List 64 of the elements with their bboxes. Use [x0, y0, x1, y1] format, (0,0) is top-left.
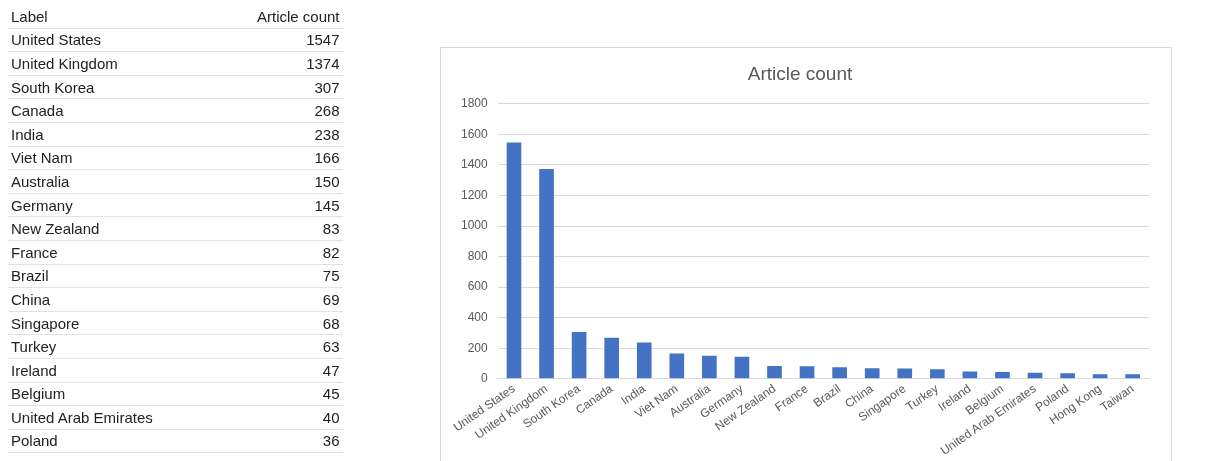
text: 268 — [254, 98, 343, 123]
text: 145 — [254, 193, 343, 217]
bar — [767, 366, 782, 379]
y-tick-label: 1400 — [460, 157, 489, 172]
bar — [636, 342, 652, 379]
text: South Korea — [8, 75, 254, 99]
y-tick-label: 800 — [467, 248, 489, 263]
text: 82 — [254, 240, 343, 265]
text: Canada — [8, 98, 254, 123]
text: Brazil — [8, 264, 254, 288]
y-tick-label: 200 — [467, 340, 489, 355]
bar — [604, 337, 619, 379]
text: Turkey — [8, 334, 254, 359]
y-tick-label: 400 — [467, 309, 489, 324]
text: 68 — [254, 311, 343, 335]
text: Article count — [254, 5, 343, 29]
text: 1374 — [254, 51, 343, 76]
bar — [864, 368, 880, 379]
text: Label — [8, 5, 254, 29]
text: Australia — [8, 169, 254, 194]
text: 307 — [254, 75, 343, 99]
bar — [506, 142, 522, 379]
text: 1547 — [254, 28, 343, 52]
text: 47 — [254, 358, 343, 382]
text: 238 — [254, 122, 343, 147]
text: 83 — [254, 216, 343, 241]
bar — [832, 367, 847, 379]
text: Germany — [8, 193, 254, 217]
y-tick-label: 1600 — [460, 126, 489, 141]
text: 40 — [254, 405, 343, 430]
y-tick-label: 1200 — [460, 187, 489, 202]
text: 150 — [254, 169, 343, 194]
text: 75 — [254, 264, 343, 288]
y-tick-label: 1800 — [460, 96, 489, 111]
y-tick-label: 600 — [467, 279, 489, 294]
text: India — [8, 122, 254, 147]
text: 63 — [254, 334, 343, 359]
chart-title: Article count — [747, 62, 853, 84]
bar — [1125, 374, 1141, 379]
text: Ireland — [8, 358, 254, 382]
bar — [1092, 374, 1108, 379]
text: United States — [8, 28, 254, 52]
bar — [539, 168, 554, 379]
y-tick-label: 0 — [481, 371, 489, 386]
bar — [571, 331, 587, 379]
bar — [799, 366, 815, 379]
bar — [734, 356, 750, 379]
text: United Kingdom — [8, 51, 254, 76]
bar — [702, 355, 717, 379]
bar — [1060, 373, 1075, 379]
text: 36 — [254, 429, 343, 453]
text: China — [8, 287, 254, 312]
bar — [669, 353, 685, 379]
text: New Zealand — [8, 216, 254, 241]
text: 69 — [254, 287, 343, 312]
bar — [995, 371, 1010, 379]
text: Viet Nam — [8, 146, 254, 170]
text: 45 — [254, 382, 343, 406]
bar — [930, 369, 945, 379]
y-tick-label: 1000 — [460, 218, 489, 233]
text: France — [8, 240, 254, 265]
bar — [897, 368, 913, 379]
text: 166 — [254, 146, 343, 170]
text: Singapore — [8, 311, 254, 335]
